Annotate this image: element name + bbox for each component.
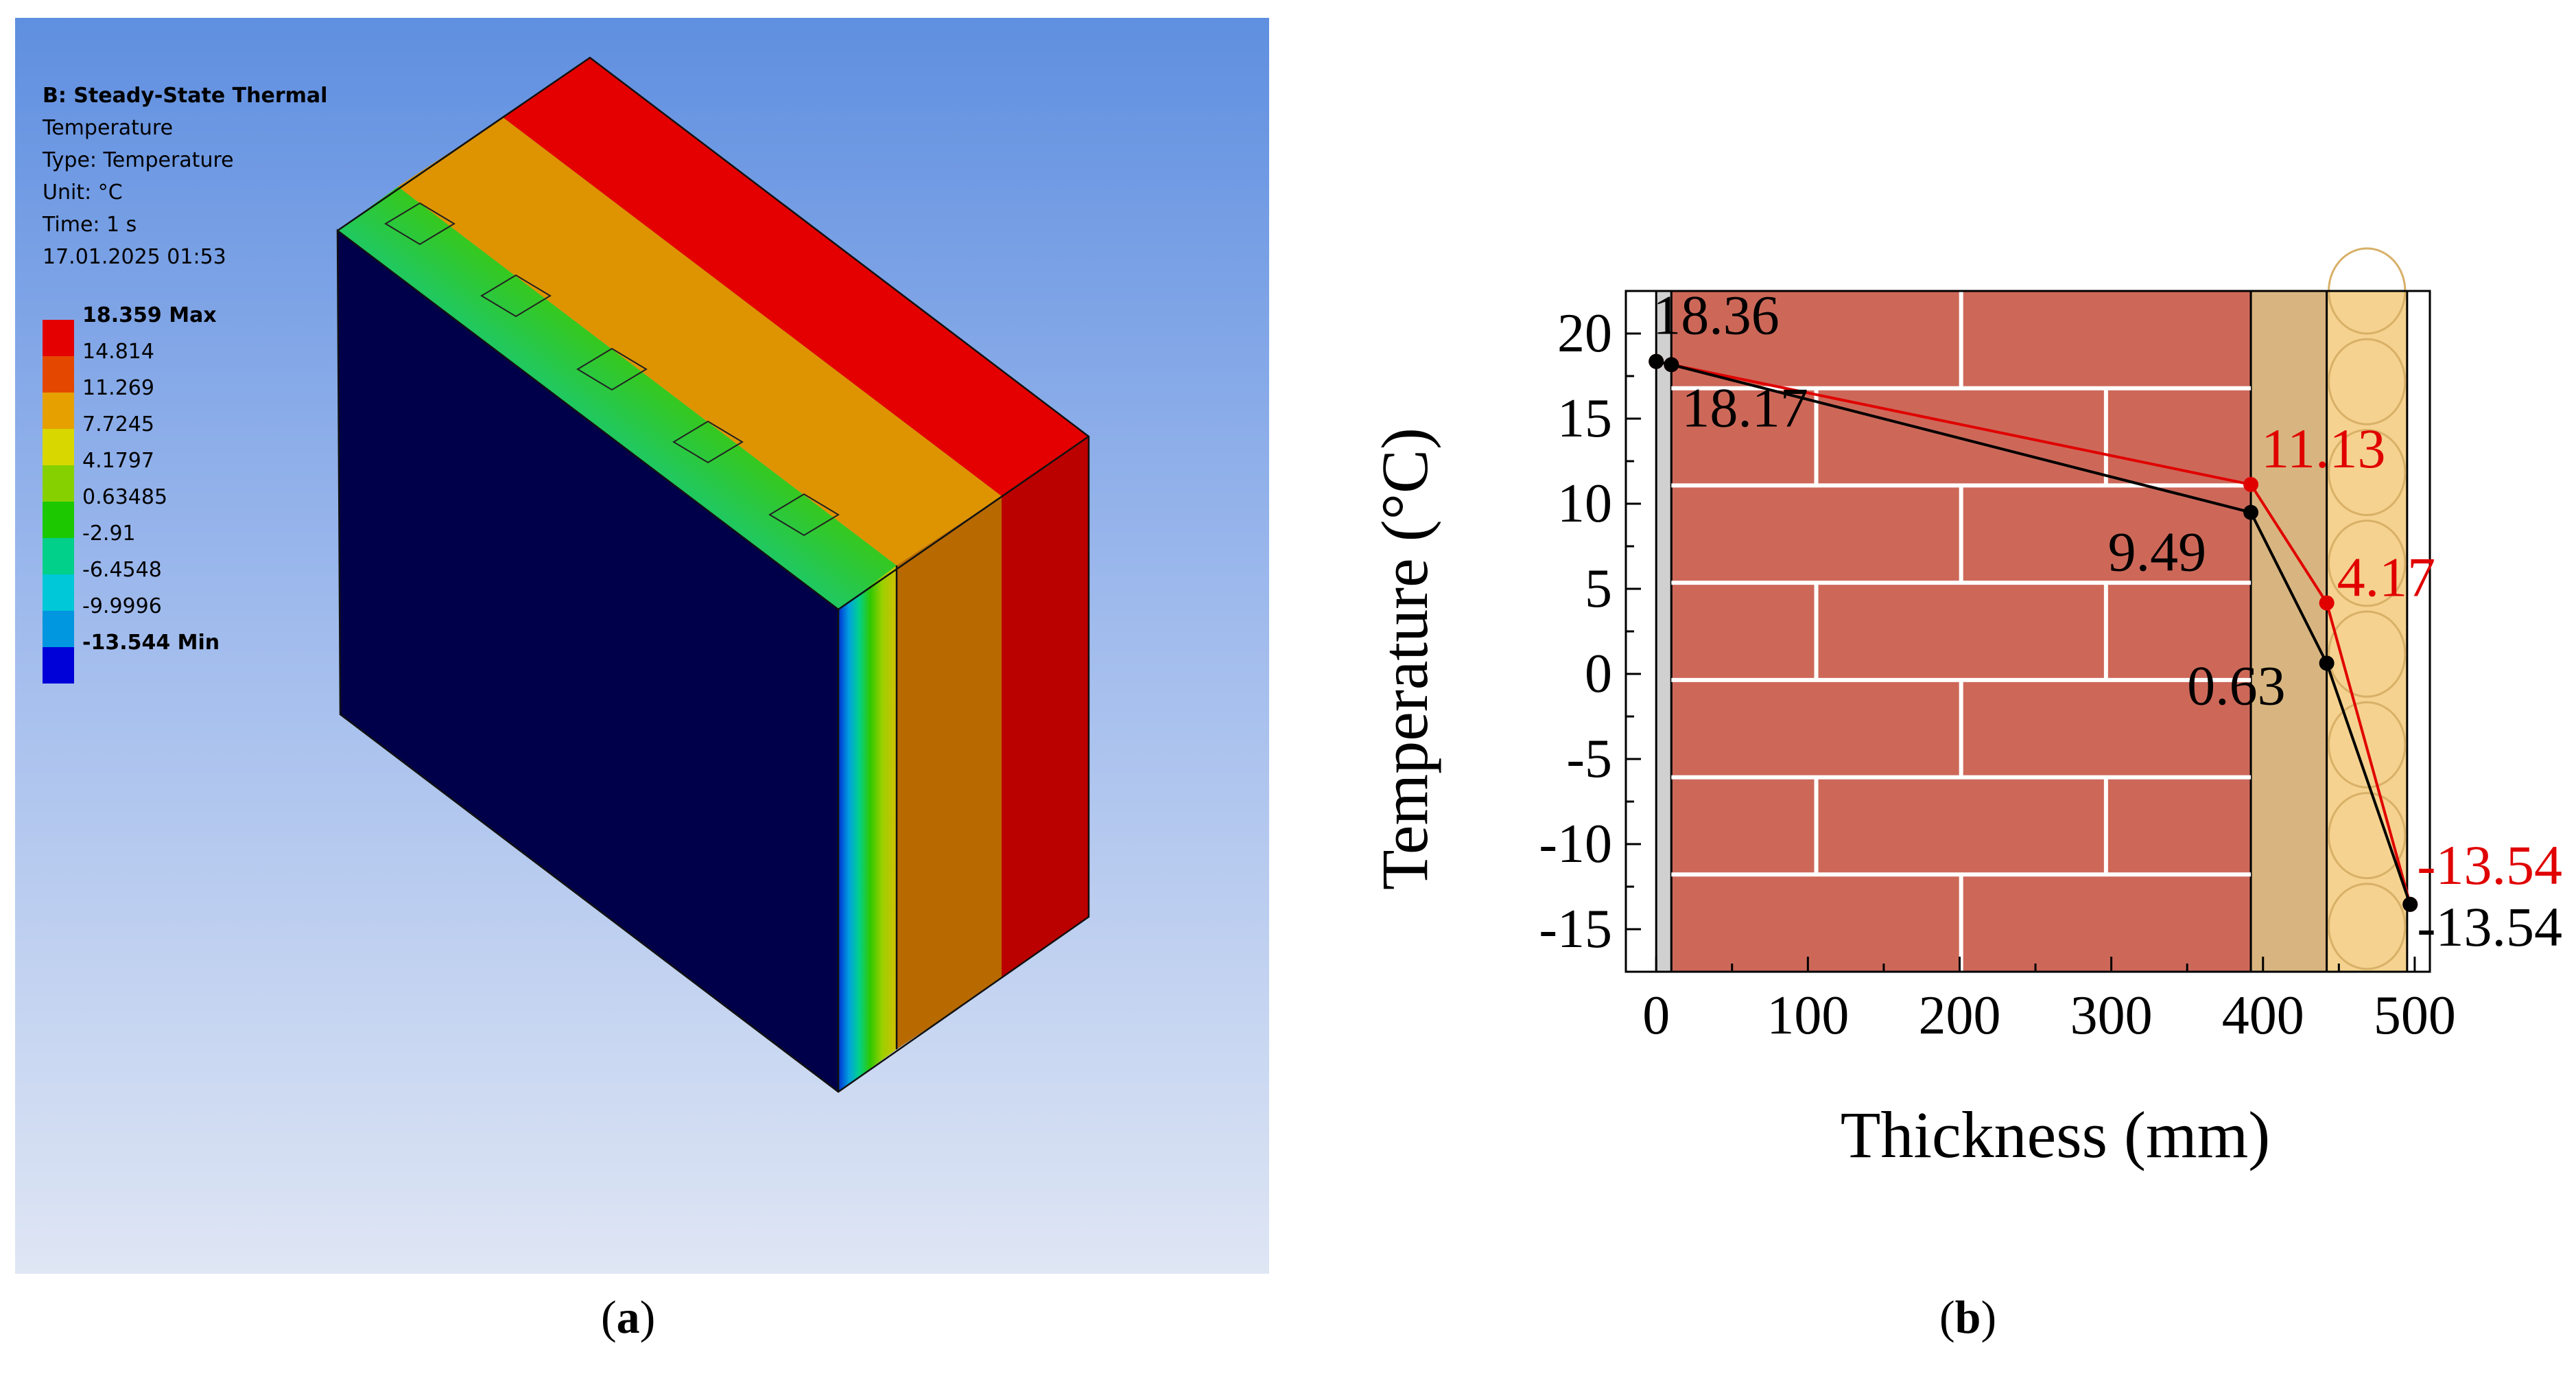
colorbar-swatch	[43, 356, 74, 393]
data-label: -13.54	[2417, 896, 2562, 958]
layer-wood	[2249, 290, 2328, 973]
data-label: 11.13	[2261, 417, 2385, 480]
data-label: 18.36	[1653, 284, 1780, 347]
legend-line: Type: Temperature	[43, 148, 234, 172]
legend-line: Temperature	[43, 116, 174, 140]
colorbar-label: 4.1797	[82, 449, 154, 473]
model-outline	[336, 56, 1090, 1093]
y-tick-label: 20	[1557, 303, 1612, 364]
colorbar-swatch	[43, 647, 74, 684]
data-labels: 18.36 18.17 11.13 9.49 4.17 0.63 -13.54-13.54	[1653, 284, 2562, 958]
colorbar-swatch	[43, 465, 74, 502]
panel-b-label: (b)	[1939, 1291, 1997, 1343]
y-axis-label: Temperature (°C)	[1368, 428, 1441, 890]
colorbar-label: -2.91	[82, 522, 136, 546]
ansys-viewport: B: Steady-State Thermal Temperature Type…	[15, 18, 1269, 1274]
colorbar-label: 0.63485	[82, 485, 168, 509]
insulation-curl	[2328, 429, 2407, 517]
anchor-slots	[384, 202, 840, 537]
insulation-curl	[2328, 520, 2407, 607]
data-label: -13.54	[2417, 834, 2562, 896]
colorbar-label: -6.4548	[82, 558, 162, 582]
insulation-curl	[2328, 610, 2407, 698]
side-face-orange	[897, 496, 1002, 1049]
legend-line: 17.01.2025 01:53	[43, 245, 226, 269]
data-label: 0.63	[2187, 654, 2286, 716]
y-tick-label: -5	[1566, 729, 1612, 789]
x-tick-label: 0	[1642, 985, 1670, 1046]
insulation-curl	[2328, 883, 2407, 970]
colorbar-swatch	[43, 611, 74, 647]
series-lines	[1649, 353, 2418, 912]
wall-layers	[1655, 290, 2409, 973]
series-point	[2243, 476, 2259, 492]
insulation-curl	[2328, 701, 2407, 789]
colorbar-label: 14.814	[82, 340, 154, 364]
legend-line: Time: 1 s	[43, 213, 137, 237]
x-tick-label: 300	[2070, 985, 2153, 1046]
result-legend: B: Steady-State Thermal Temperature Type…	[43, 80, 327, 273]
legend-title: B: Steady-State Thermal	[43, 84, 328, 108]
colorbar-swatch	[43, 502, 74, 538]
series-point	[2319, 595, 2335, 611]
front-face	[338, 231, 838, 1092]
data-label: 9.49	[2108, 521, 2207, 583]
series-point	[2243, 504, 2259, 520]
wall-3d-model	[336, 56, 1090, 1093]
insulation-curl	[2328, 792, 2407, 880]
series-point	[2402, 896, 2418, 912]
colorbar-label: 18.359 Max	[82, 303, 217, 327]
colorbar-swatch	[43, 429, 74, 465]
y-tick-label: -10	[1539, 814, 1612, 874]
legend-line: Unit: °C	[43, 180, 123, 205]
colorbar-swatch	[43, 538, 74, 574]
series-point	[1664, 357, 1679, 373]
x-tick-label: 500	[2374, 985, 2456, 1046]
axis-ticks: 0 100 200 300 400 500 20 15 10 5 0 -5 -10 -15	[1539, 303, 2456, 1046]
side-edge-strip	[838, 565, 897, 1092]
panel-a-label: (a)	[601, 1291, 656, 1343]
data-label: 4.17	[2337, 546, 2436, 609]
series-point	[1649, 353, 1664, 369]
layer-insulation	[2326, 290, 2409, 973]
colorbar-label: -9.9996	[82, 594, 162, 618]
side-face-red	[1002, 436, 1089, 979]
colorbar-swatch	[43, 393, 74, 429]
series-point	[2319, 655, 2335, 671]
layer-plaster	[1655, 290, 1673, 973]
top-face-edge	[338, 187, 897, 609]
x-tick-label: 200	[1918, 985, 2000, 1046]
y-tick-label: 5	[1585, 559, 1612, 619]
brick-mortar-pattern	[1671, 291, 2252, 972]
colorbar-label: -13.544 Min	[82, 631, 220, 655]
y-tick-label: -15	[1539, 899, 1612, 959]
y-tick-label: 10	[1557, 474, 1612, 534]
x-axis-label: Thickness (mm)	[1841, 1098, 2271, 1171]
x-tick-label: 100	[1766, 985, 1849, 1046]
data-label: 18.17	[1681, 376, 1808, 439]
colorbar-label: 7.7245	[82, 412, 154, 436]
colorbar-swatch	[43, 320, 74, 356]
y-tick-label: 15	[1557, 388, 1612, 449]
top-face-orange	[398, 117, 1002, 565]
y-tick-label: 0	[1585, 644, 1612, 704]
insulation-curl	[2328, 338, 2407, 425]
colorbar-swatch	[43, 574, 74, 611]
top-face-red	[503, 58, 1089, 496]
x-tick-label: 400	[2222, 985, 2304, 1046]
colorbar-label: 11.269	[82, 376, 154, 400]
